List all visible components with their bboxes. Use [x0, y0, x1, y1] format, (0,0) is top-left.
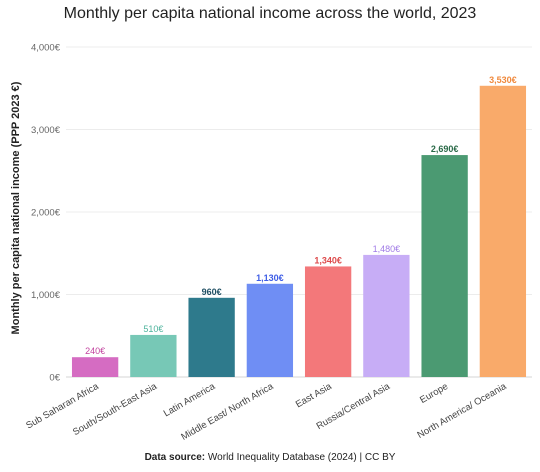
data-label: 2,690€ — [431, 144, 459, 154]
y-tick-label: 3,000€ — [31, 125, 61, 136]
data-label: 1,130€ — [256, 273, 284, 283]
bar — [363, 254, 410, 377]
bar — [479, 85, 527, 378]
data-label: 510€ — [143, 324, 163, 334]
y-axis-label: Monthly per capita national income (PPP … — [10, 81, 22, 334]
bar — [71, 357, 119, 377]
bar — [246, 283, 294, 377]
y-tick-label: 2,000€ — [31, 208, 61, 219]
bar — [304, 266, 352, 377]
x-tick-label: Middle East/ North Africa — [179, 381, 276, 443]
bars — [71, 85, 527, 378]
data-label: 1,480€ — [373, 244, 401, 254]
value-labels: 240€ 510€ 960€ 1,130€ 1,340€ 1,480€ 2,690€ 3,53… — [85, 75, 517, 356]
data-label: 960€ — [202, 287, 222, 297]
bar — [130, 334, 177, 377]
y-tick-label: 0€ — [49, 373, 60, 384]
chart-title: Monthly per capita national income acros… — [63, 5, 477, 22]
data-source-text: World Inequality Database (2024) | CC BY — [207, 452, 396, 463]
bar — [188, 297, 235, 377]
x-tick-label: Latin America — [162, 381, 218, 420]
y-tick-label: 1,000€ — [31, 290, 61, 301]
data-label: 1,340€ — [314, 255, 342, 265]
x-tick-label: East Asia — [294, 381, 334, 411]
y-tick-labels: 0€ 1,000€ 2,000€ 3,000€ 4,000€ — [31, 43, 61, 384]
data-source-prefix: Data source: — [144, 452, 206, 463]
data-label: 3,530€ — [489, 75, 517, 85]
y-tick-label: 4,000€ — [31, 43, 61, 54]
x-tick-label: Europe — [418, 381, 450, 406]
data-label: 240€ — [85, 346, 105, 356]
data-source: Data source: World Inequality Database (… — [0, 452, 540, 463]
bar — [421, 155, 468, 377]
